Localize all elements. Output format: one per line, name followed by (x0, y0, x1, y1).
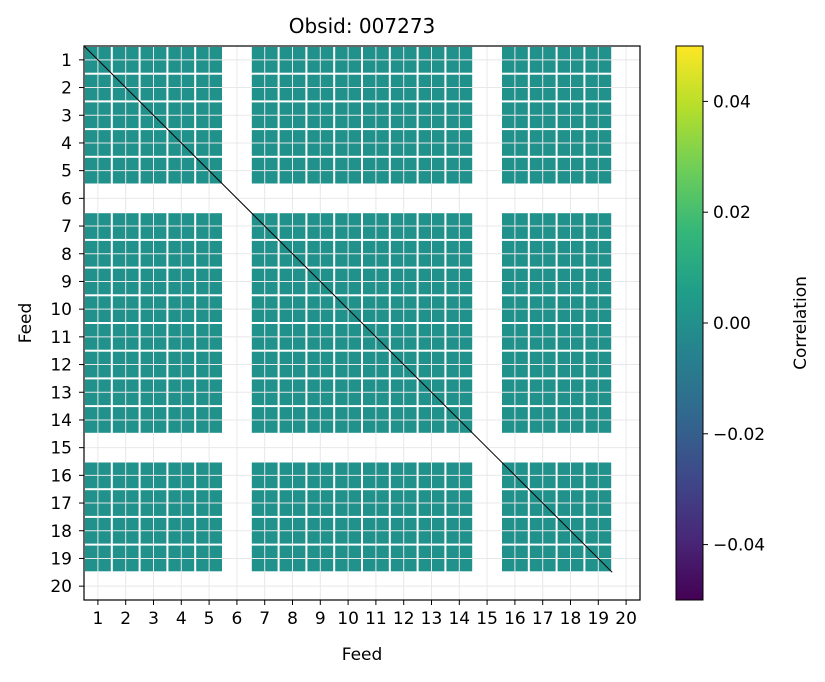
y-tick-label: 10 (50, 300, 72, 320)
y-axis-label: Feed (16, 303, 36, 344)
y-tick-label: 3 (61, 106, 72, 126)
y-tick-label: 1 (61, 51, 72, 71)
x-tick-label: 9 (315, 609, 326, 629)
colorbar-tick-label: −0.04 (713, 536, 765, 556)
y-tick-label: 14 (50, 411, 72, 431)
x-tick-label: 20 (615, 609, 637, 629)
x-tick-label: 18 (560, 609, 582, 629)
chart-title: Obsid: 007273 (289, 14, 436, 38)
colorbar: 0.04 0.02 0.00 −0.02 −0.04 Correlation (675, 45, 811, 601)
colorbar-tick-label: 0.00 (713, 314, 751, 334)
x-tick-label: 7 (259, 609, 270, 629)
y-tick-label: 7 (61, 217, 72, 237)
x-tick-label: 2 (120, 609, 131, 629)
colorbar-gradient (675, 45, 704, 601)
y-tick-label: 5 (61, 162, 72, 182)
x-tick-label: 12 (393, 609, 415, 629)
y-tick-label: 20 (50, 577, 72, 597)
y-tick-label: 8 (61, 245, 72, 265)
x-tick-label: 6 (231, 609, 242, 629)
colorbar-ticks: 0.04 0.02 0.00 −0.02 −0.04 (703, 92, 765, 556)
x-tick-label: 13 (421, 609, 443, 629)
y-tick-label: 19 (50, 549, 72, 569)
y-tick-label: 4 (61, 134, 72, 154)
plot-frame (83, 45, 641, 601)
y-tick-label: 17 (50, 494, 72, 514)
diagonal-line (83, 45, 613, 573)
y-tick-label: 11 (50, 328, 72, 348)
plot-area (83, 45, 641, 601)
x-tick-label: 19 (587, 609, 609, 629)
x-tick-label: 4 (176, 609, 187, 629)
x-tick-label: 1 (92, 609, 103, 629)
x-tick-label: 15 (476, 609, 498, 629)
y-tick-label: 18 (50, 522, 72, 542)
x-tick-label: 17 (532, 609, 554, 629)
y-tick-label: 15 (50, 439, 72, 459)
y-tick-label: 12 (50, 356, 72, 376)
x-tick-label: 3 (148, 609, 159, 629)
colorbar-label: Correlation (791, 276, 811, 370)
diagonal-mark (83, 45, 613, 573)
x-axis-label: Feed (342, 645, 383, 665)
colorbar-tick-label: −0.02 (713, 425, 765, 445)
colorbar-tick-label: 0.02 (713, 203, 751, 223)
gridlines (84, 46, 640, 600)
x-tick-label: 5 (204, 609, 215, 629)
x-tick-label: 14 (448, 609, 470, 629)
colorbar-tick-label: 0.04 (713, 92, 751, 112)
y-tick-label: 16 (50, 466, 72, 486)
x-tick-label: 8 (287, 609, 298, 629)
y-tick-label: 2 (61, 79, 72, 99)
x-axis-ticks: 1 2 3 4 5 6 7 8 9 10 11 12 13 14 15 16 17 18 19 20 (92, 600, 637, 629)
y-tick-label: 13 (50, 383, 72, 403)
x-tick-label: 11 (365, 609, 387, 629)
y-tick-label: 6 (61, 189, 72, 209)
x-tick-label: 10 (337, 609, 359, 629)
x-tick-label: 16 (504, 609, 526, 629)
y-tick-label: 9 (61, 272, 72, 292)
